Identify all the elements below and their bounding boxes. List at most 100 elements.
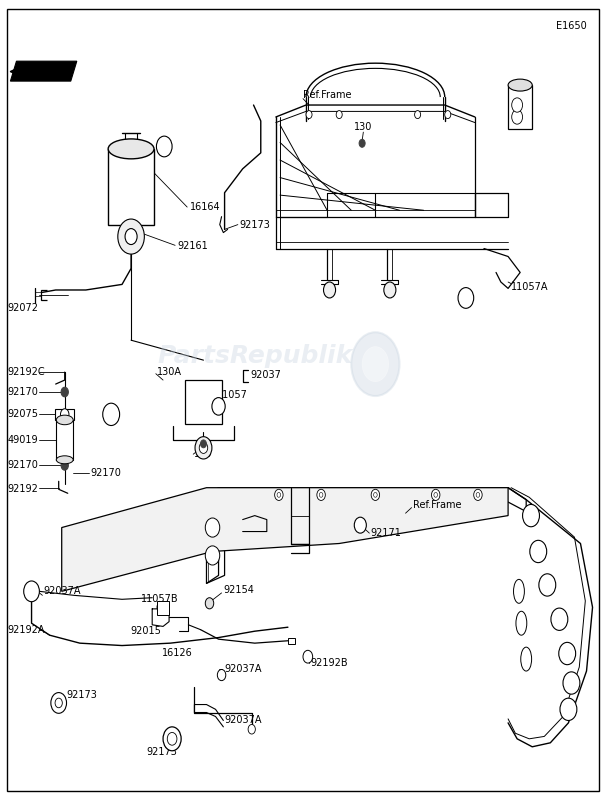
- Circle shape: [212, 398, 225, 415]
- Circle shape: [359, 139, 365, 147]
- FancyBboxPatch shape: [288, 638, 295, 644]
- Text: 130: 130: [354, 122, 373, 132]
- Text: B: B: [464, 294, 468, 302]
- Text: A: A: [29, 587, 34, 596]
- Circle shape: [362, 346, 388, 382]
- Circle shape: [125, 229, 137, 245]
- Text: 49019: 49019: [7, 435, 38, 445]
- Ellipse shape: [521, 647, 531, 671]
- Ellipse shape: [56, 456, 73, 464]
- Text: 130A: 130A: [157, 367, 182, 377]
- Polygon shape: [10, 61, 77, 81]
- Text: 11057B: 11057B: [141, 594, 179, 604]
- Circle shape: [205, 518, 220, 537]
- Text: C: C: [108, 410, 114, 419]
- Circle shape: [371, 490, 379, 501]
- FancyBboxPatch shape: [56, 420, 73, 460]
- Circle shape: [373, 493, 377, 498]
- Circle shape: [355, 517, 367, 533]
- Circle shape: [103, 403, 119, 426]
- Text: 92173: 92173: [146, 747, 177, 758]
- Text: 16164: 16164: [190, 202, 220, 212]
- Circle shape: [275, 490, 283, 501]
- Circle shape: [61, 409, 69, 420]
- Text: 92192: 92192: [7, 484, 38, 494]
- Text: 92173: 92173: [239, 220, 270, 230]
- Circle shape: [476, 493, 480, 498]
- Circle shape: [118, 219, 144, 254]
- Circle shape: [55, 698, 62, 708]
- Circle shape: [205, 546, 220, 565]
- Circle shape: [434, 493, 438, 498]
- Circle shape: [163, 727, 181, 750]
- Ellipse shape: [513, 579, 524, 603]
- Circle shape: [205, 598, 214, 609]
- Circle shape: [431, 490, 440, 501]
- Text: E1650: E1650: [556, 21, 587, 30]
- Text: 92173: 92173: [66, 690, 97, 700]
- Circle shape: [319, 493, 323, 498]
- FancyBboxPatch shape: [55, 409, 75, 420]
- Circle shape: [522, 505, 539, 526]
- Text: Ref.Frame: Ref.Frame: [303, 90, 351, 101]
- Text: 130: 130: [195, 450, 213, 459]
- Text: 92037A: 92037A: [225, 664, 262, 674]
- Circle shape: [51, 693, 67, 714]
- Circle shape: [559, 642, 576, 665]
- Text: 92192B: 92192B: [311, 658, 348, 668]
- Circle shape: [61, 461, 68, 470]
- Text: 92037A: 92037A: [44, 586, 81, 596]
- Circle shape: [248, 725, 255, 734]
- Text: 92072: 92072: [7, 303, 38, 314]
- Text: 16126: 16126: [162, 648, 193, 658]
- Text: 92192C: 92192C: [7, 367, 45, 377]
- Text: 92170: 92170: [7, 387, 38, 397]
- Circle shape: [384, 282, 396, 298]
- Circle shape: [560, 698, 577, 721]
- Text: A: A: [162, 142, 167, 151]
- Circle shape: [61, 387, 68, 397]
- Circle shape: [303, 650, 313, 663]
- Circle shape: [306, 110, 312, 118]
- Circle shape: [539, 574, 556, 596]
- Circle shape: [218, 670, 226, 681]
- Circle shape: [157, 602, 165, 613]
- Text: FRONT: FRONT: [27, 67, 62, 76]
- Circle shape: [317, 490, 325, 501]
- Circle shape: [324, 282, 336, 298]
- Text: 92161: 92161: [178, 241, 208, 251]
- Text: B: B: [216, 403, 221, 410]
- Circle shape: [201, 440, 207, 448]
- Circle shape: [511, 110, 522, 124]
- Circle shape: [563, 672, 580, 694]
- Text: 92154: 92154: [224, 585, 255, 594]
- FancyBboxPatch shape: [508, 85, 532, 129]
- Ellipse shape: [508, 79, 532, 91]
- Circle shape: [445, 110, 451, 118]
- Text: 92192A: 92192A: [7, 625, 45, 634]
- Text: 92037A: 92037A: [225, 715, 262, 726]
- Circle shape: [530, 540, 547, 562]
- Circle shape: [156, 136, 172, 157]
- Text: PartsRepublik: PartsRepublik: [157, 344, 352, 368]
- Text: 92037: 92037: [250, 370, 281, 380]
- Ellipse shape: [516, 611, 527, 635]
- Circle shape: [474, 490, 482, 501]
- Ellipse shape: [108, 139, 154, 159]
- Circle shape: [551, 608, 568, 630]
- Circle shape: [336, 110, 342, 118]
- Text: 92171: 92171: [370, 528, 401, 538]
- Circle shape: [351, 332, 399, 396]
- Circle shape: [277, 493, 281, 498]
- Polygon shape: [62, 488, 508, 591]
- FancyBboxPatch shape: [185, 380, 222, 424]
- Circle shape: [24, 581, 39, 602]
- Text: 92015: 92015: [130, 626, 161, 636]
- Circle shape: [415, 110, 421, 118]
- Text: 92075: 92075: [7, 410, 38, 419]
- Text: 11057A: 11057A: [511, 282, 548, 292]
- FancyBboxPatch shape: [157, 601, 169, 615]
- Text: 11057: 11057: [218, 390, 248, 400]
- Circle shape: [199, 442, 208, 454]
- Circle shape: [195, 437, 212, 459]
